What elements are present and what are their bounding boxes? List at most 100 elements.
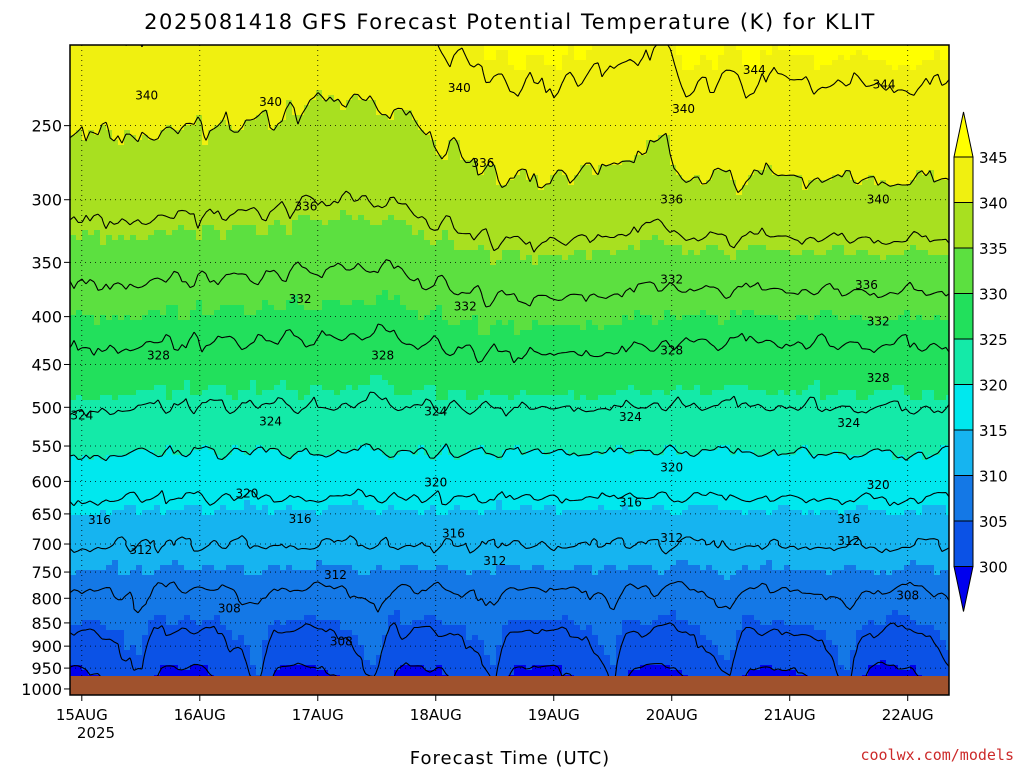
fill-cell — [160, 500, 167, 506]
fill-cell — [280, 325, 287, 331]
fill-cell — [262, 610, 269, 616]
fill-cell — [94, 625, 101, 631]
fill-cell — [220, 670, 227, 676]
fill-cell — [124, 505, 131, 511]
fill-cell — [220, 280, 227, 286]
fill-cell — [130, 470, 137, 476]
fill-cell — [262, 365, 269, 371]
fill-cell — [88, 440, 95, 446]
fill-cell — [178, 650, 185, 656]
fill-cell — [112, 320, 119, 326]
fill-cell — [82, 190, 89, 196]
fill-cell — [136, 475, 143, 481]
fill-cell — [124, 155, 131, 161]
fill-cell — [124, 630, 131, 636]
fill-cell — [202, 520, 209, 526]
fill-cell — [184, 75, 191, 81]
fill-cell — [214, 585, 221, 591]
fill-cell — [298, 175, 305, 181]
fill-cell — [136, 640, 143, 646]
fill-cell — [268, 535, 275, 541]
fill-cell — [154, 465, 161, 471]
fill-cell — [286, 405, 293, 411]
fill-cell — [154, 665, 161, 671]
fill-cell — [214, 375, 221, 381]
fill-cell — [220, 390, 227, 396]
fill-cell — [100, 170, 107, 176]
fill-cell — [118, 630, 125, 636]
fill-cell — [196, 80, 203, 86]
fill-cell — [88, 615, 95, 621]
fill-cell — [220, 220, 227, 226]
fill-cell — [280, 85, 287, 91]
fill-cell — [94, 650, 101, 656]
fill-cell — [88, 100, 95, 106]
fill-cell — [148, 220, 155, 226]
fill-cell — [274, 520, 281, 526]
fill-cell — [136, 275, 143, 281]
fill-cell — [160, 270, 167, 276]
fill-cell — [238, 630, 245, 636]
fill-cell — [238, 470, 245, 476]
fill-cell — [76, 290, 83, 296]
fill-cell — [214, 310, 221, 316]
fill-cell — [250, 250, 257, 256]
fill-cell — [130, 610, 137, 616]
fill-cell — [220, 635, 227, 641]
fill-cell — [172, 610, 179, 616]
fill-cell — [208, 575, 215, 581]
fill-cell — [214, 515, 221, 521]
fill-cell — [136, 625, 143, 631]
fill-cell — [172, 275, 179, 281]
fill-cell — [100, 100, 107, 106]
fill-cell — [172, 415, 179, 421]
fill-cell — [226, 545, 233, 551]
fill-cell — [238, 120, 245, 126]
fill-cell — [220, 540, 227, 546]
fill-cell — [202, 570, 209, 576]
fill-cell — [232, 560, 239, 566]
fill-cell — [166, 295, 173, 301]
fill-cell — [226, 530, 233, 536]
fill-cell — [208, 165, 215, 171]
fill-cell — [178, 275, 185, 281]
fill-cell — [268, 540, 275, 546]
fill-cell — [262, 165, 269, 171]
fill-cell — [94, 460, 101, 466]
fill-cell — [136, 230, 143, 236]
fill-cell — [208, 285, 215, 291]
fill-cell — [292, 235, 299, 241]
fill-cell — [76, 530, 83, 536]
fill-cell — [166, 640, 173, 646]
fill-cell — [268, 520, 275, 526]
fill-cell — [178, 505, 185, 511]
fill-cell — [274, 295, 281, 301]
fill-cell — [280, 105, 287, 111]
fill-cell — [190, 355, 197, 361]
fill-cell — [148, 70, 155, 76]
fill-cell — [214, 100, 221, 106]
fill-cell — [184, 45, 191, 51]
fill-cell — [160, 640, 167, 646]
fill-cell — [154, 105, 161, 111]
fill-cell — [268, 420, 275, 426]
fill-cell — [280, 280, 287, 286]
fill-cell — [208, 660, 215, 666]
fill-cell — [172, 60, 179, 66]
fill-cell — [256, 270, 263, 276]
fill-cell — [76, 145, 83, 151]
fill-cell — [286, 425, 293, 431]
fill-cell — [214, 260, 221, 266]
fill-cell — [214, 595, 221, 601]
fill-cell — [268, 500, 275, 506]
fill-cell — [160, 180, 167, 186]
fill-cell — [172, 430, 179, 436]
fill-cell — [256, 285, 263, 291]
fill-cell — [286, 105, 293, 111]
fill-cell — [148, 355, 155, 361]
fill-cell — [88, 500, 95, 506]
fill-cell — [196, 160, 203, 166]
fill-cell — [202, 140, 209, 146]
fill-cell — [208, 665, 215, 671]
fill-cell — [190, 625, 197, 631]
